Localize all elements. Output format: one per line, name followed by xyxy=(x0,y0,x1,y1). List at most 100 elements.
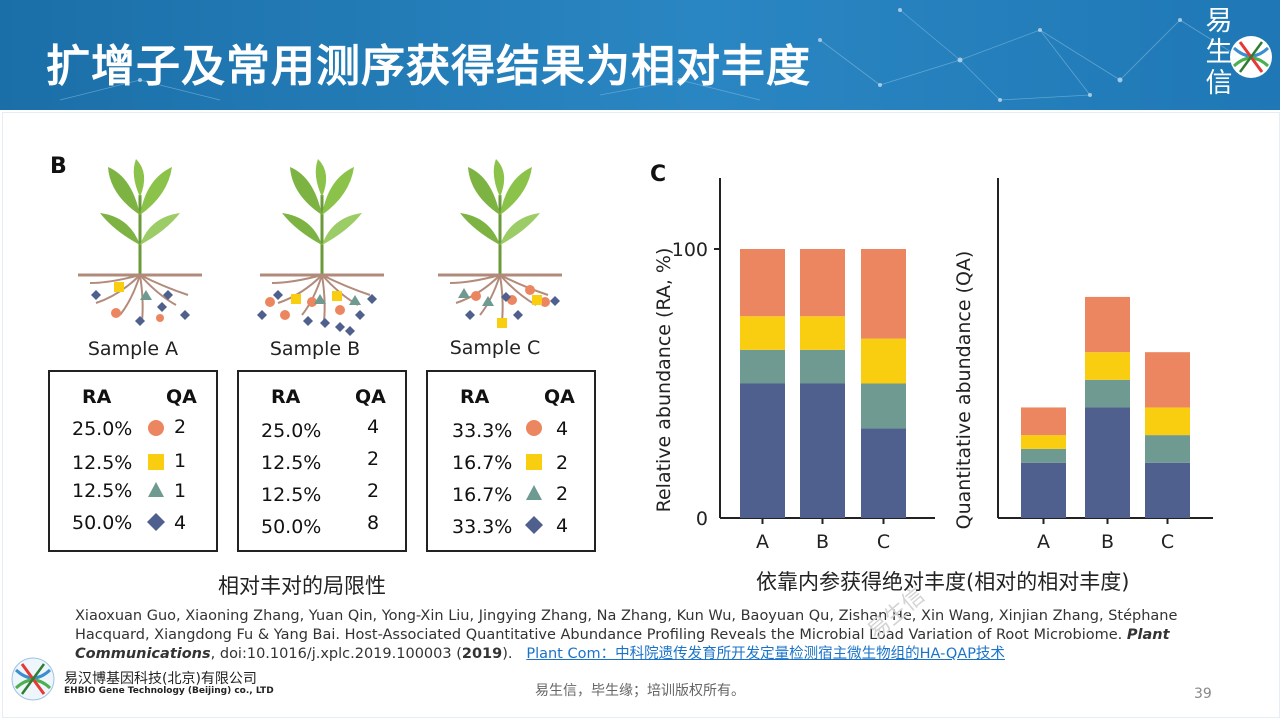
panel-b: B xyxy=(40,150,600,560)
ra-value: 50.0% xyxy=(261,516,322,538)
ra-header: RA xyxy=(460,386,490,408)
bar-segment xyxy=(740,383,785,518)
qa-value: 2 xyxy=(556,483,569,505)
qa-header: QA xyxy=(355,386,386,408)
qa-value: 4 xyxy=(556,418,569,440)
ra-value: 12.5% xyxy=(261,452,322,474)
bar-segment xyxy=(800,383,845,518)
bar-segment xyxy=(740,349,785,384)
sample-c-table: RA QA 33.3% 16.7% 16.7% 33.3% 4 2 2 4 xyxy=(426,370,596,552)
brand-logo-icon xyxy=(1230,36,1272,78)
brand-logo-text: 易生信 xyxy=(1205,6,1233,99)
sample-c-name: Sample C xyxy=(449,337,541,359)
page-title: 扩增子及常用测序获得结果为相对丰度 xyxy=(46,41,811,92)
ra-value: 12.5% xyxy=(72,480,133,502)
reference-text: Xiaoxuan Guo, Xiaoning Zhang, Yuan Qin, … xyxy=(75,607,1215,664)
x-tick-label: A xyxy=(756,531,769,553)
reference-journal: Plant Communications xyxy=(75,627,1170,662)
diamond-marker-icon xyxy=(525,516,543,534)
ra-value: 12.5% xyxy=(261,484,322,506)
panel-b-label: B xyxy=(50,154,67,179)
qa-value: 4 xyxy=(556,515,569,537)
bar-segment xyxy=(1145,352,1190,408)
qa-header: QA xyxy=(166,386,197,408)
ra-value: 16.7% xyxy=(452,452,513,474)
qa-value: 2 xyxy=(556,452,569,474)
square-marker-icon xyxy=(526,454,542,470)
page-number: 39 xyxy=(1194,686,1212,702)
reference-authors: Xiaoxuan Guo, Xiaoning Zhang, Yuan Qin, … xyxy=(75,608,1178,643)
company-name-en: EHBIO Gene Technology (Beijing) co., LTD xyxy=(64,686,274,696)
ra-header: RA xyxy=(82,386,112,408)
bar-segment xyxy=(800,249,845,317)
sample-b-table: RA QA 25.0% 12.5% 12.5% 50.0% 4 2 2 8 xyxy=(237,370,407,552)
bar-segment xyxy=(800,349,845,384)
company-logo-icon xyxy=(11,657,55,701)
triangle-marker-icon xyxy=(148,482,164,497)
qa-value: 2 xyxy=(174,416,187,438)
bar-segment xyxy=(1021,435,1066,449)
bar-segment xyxy=(1145,435,1190,463)
bar-segment xyxy=(1021,448,1066,463)
panel-b-caption: 相对丰对的局限性 xyxy=(218,574,386,598)
reference-link[interactable]: Plant Com：中科院遗传发育所开发定量检测宿主微生物组的HA-QAP技术 xyxy=(526,646,1005,662)
panel-c: C 0 100 Relative abundance (RA, %) A B C Quant… xyxy=(640,150,1230,560)
diamond-marker-icon xyxy=(147,513,165,531)
header-bar: 扩增子及常用测序获得结果为相对丰度 易生信 xyxy=(0,0,1280,110)
bar-segment xyxy=(800,316,845,350)
qa-value: 4 xyxy=(367,416,380,438)
panel-c-label: C xyxy=(650,162,667,187)
ra-value: 16.7% xyxy=(452,484,513,506)
reference-doi: , doi:10.1016/j.xplc.2019.100003 ( xyxy=(210,646,462,662)
ra-header: RA xyxy=(271,386,301,408)
square-marker-icon xyxy=(148,454,164,470)
x-tick-label: A xyxy=(1037,531,1050,553)
bar-segment xyxy=(740,249,785,317)
qa-value: 1 xyxy=(174,450,187,472)
qa-value: 4 xyxy=(174,512,187,534)
footer-text: 易生信，毕生缘；培训版权所有。 xyxy=(535,683,745,699)
bar-segment xyxy=(861,428,906,518)
qa-value: 2 xyxy=(367,480,380,502)
x-tick-label: B xyxy=(816,531,829,553)
bar-segment xyxy=(1085,407,1130,518)
qa-value: 8 xyxy=(367,512,380,534)
sample-a-name: Sample A xyxy=(87,338,179,360)
y-axis-label: Quantitative abundance (QA) xyxy=(953,251,975,530)
ra-value: 12.5% xyxy=(72,452,133,474)
bar-segment xyxy=(1085,296,1130,353)
panel-c-caption: 依靠内参获得绝对丰度(相对的相对丰度) xyxy=(756,570,1130,594)
company-name-cn: 易汉博基因科技(北京)有限公司 xyxy=(64,671,257,687)
bar-segment xyxy=(1021,407,1066,436)
reference-year: 2019 xyxy=(461,646,503,662)
ra-value: 33.3% xyxy=(452,420,513,442)
bar-segment xyxy=(1145,407,1190,436)
x-tick-label: C xyxy=(877,531,890,553)
network-background xyxy=(59,8,1262,102)
x-tick-label: B xyxy=(1101,531,1114,553)
plant-illustrations xyxy=(76,157,564,336)
company-logo: 易汉博基因科技(北京)有限公司 EHBIO Gene Technology (B… xyxy=(10,656,274,706)
qa-header: QA xyxy=(544,386,575,408)
bar-segment xyxy=(1145,462,1190,518)
circle-marker-icon xyxy=(526,420,542,436)
triangle-marker-icon xyxy=(526,485,542,500)
bar-segment xyxy=(861,383,906,429)
bar-segment xyxy=(1085,352,1130,380)
sample-b-name: Sample B xyxy=(269,338,361,360)
bar-segment xyxy=(740,316,785,350)
qa-value: 1 xyxy=(174,480,187,502)
ra-value: 25.0% xyxy=(72,418,133,440)
bar-segment xyxy=(861,338,906,384)
reference-doi-end: ). xyxy=(502,646,513,662)
bar-segment xyxy=(861,249,906,339)
ra-value: 25.0% xyxy=(261,420,322,442)
y-tick-label: 0 xyxy=(696,508,708,530)
x-tick-label: C xyxy=(1161,531,1174,553)
circle-marker-icon xyxy=(148,420,164,436)
bar-segment xyxy=(1085,379,1130,408)
qa-value: 2 xyxy=(367,448,380,470)
ra-value: 33.3% xyxy=(452,516,513,538)
ra-value: 50.0% xyxy=(72,512,133,534)
